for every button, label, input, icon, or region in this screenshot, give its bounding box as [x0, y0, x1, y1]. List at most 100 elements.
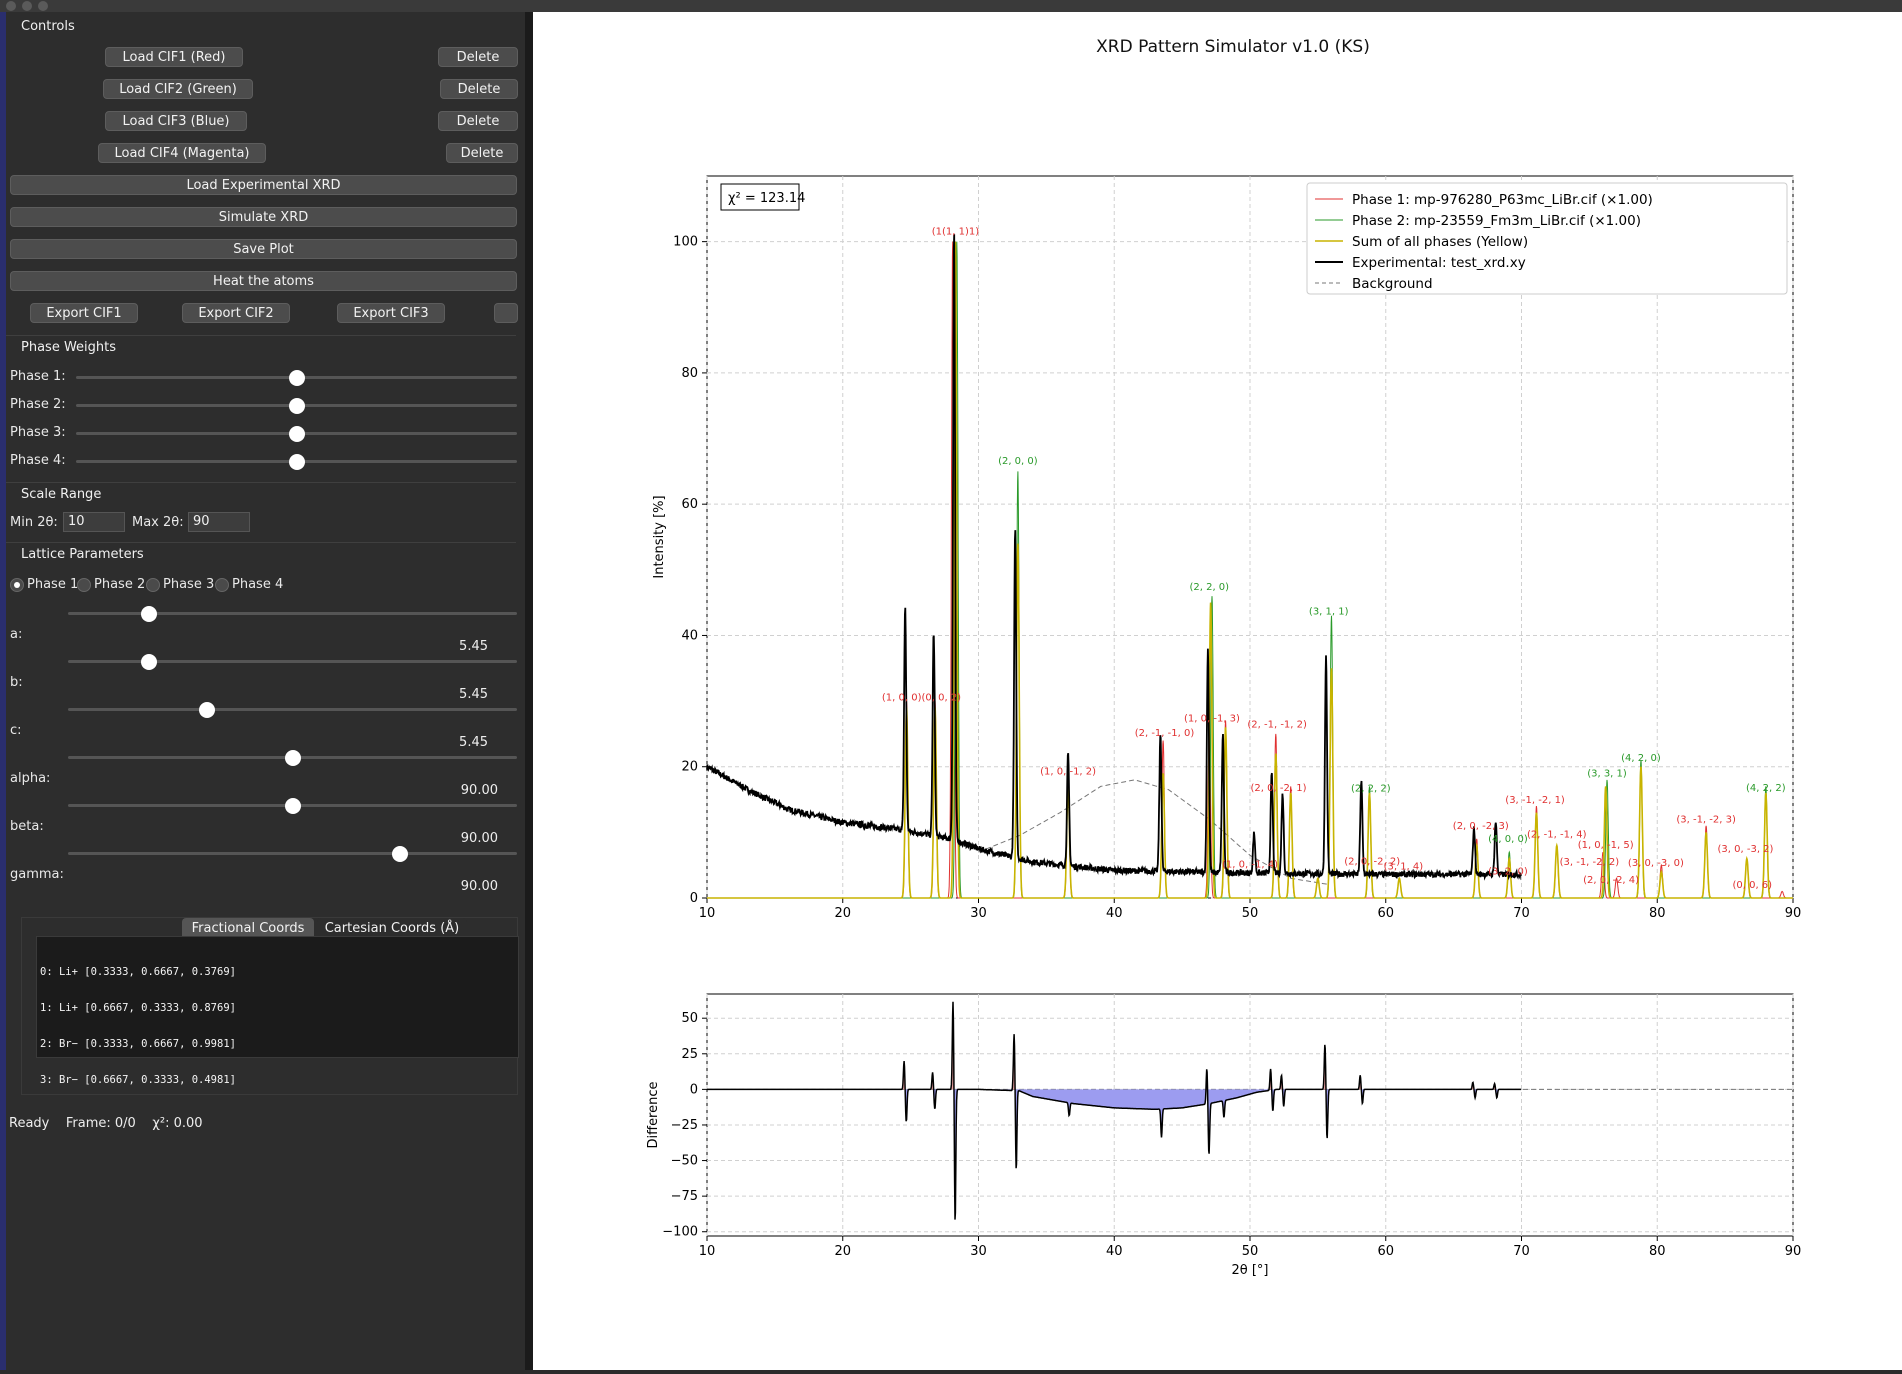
status-chi: χ²: 0.00 — [152, 1116, 203, 1131]
status-frame: Frame: 0/0 — [65, 1116, 136, 1131]
export-cif2-button[interactable]: Export CIF2 — [182, 303, 290, 323]
status-state: Ready — [9, 1116, 50, 1131]
slider-knob-icon[interactable] — [284, 749, 301, 766]
phase4-radio[interactable] — [215, 578, 229, 592]
export-cif1-button[interactable]: Export CIF1 — [30, 303, 138, 323]
lattice-alpha-label: alpha: — [10, 771, 51, 786]
simulate-xrd-button[interactable]: Simulate XRD — [10, 207, 517, 227]
phase3-weight-slider[interactable] — [76, 425, 517, 442]
x-tick-label: 80 — [1649, 906, 1666, 921]
load-cif3-button[interactable]: Load CIF3 (Blue) — [105, 111, 247, 131]
x-tick-label: 10 — [699, 906, 716, 921]
y-axis-label: Intensity [%] — [652, 495, 667, 578]
peak-label: (2, 2, 2) — [1351, 784, 1391, 795]
peak-label: (3, -1, -2, 2) — [1560, 857, 1620, 868]
peak-label: (3, 0, -3, 2) — [1718, 844, 1774, 855]
close-dot-icon[interactable] — [6, 1, 16, 11]
peak-label: (1(1, 1)1) — [932, 226, 980, 237]
lattice-alpha-value: 90.00 — [460, 783, 498, 798]
tab-fractional-coords[interactable]: Fractional Coords — [182, 918, 314, 940]
slider-knob-icon[interactable] — [288, 425, 305, 442]
legend-frame — [1306, 182, 1788, 295]
lattice-c-label: c: — [10, 723, 22, 738]
delete-cif1-button[interactable]: Delete — [438, 47, 518, 67]
phase3-radio[interactable] — [146, 578, 160, 592]
peak-label: (4, 0, 0) — [1488, 834, 1528, 845]
slider-knob-icon[interactable] — [288, 369, 305, 386]
heat-atoms-button[interactable]: Heat the atoms — [10, 271, 517, 291]
slider-knob-icon[interactable] — [288, 397, 305, 414]
x-tick-label: 40 — [1106, 906, 1123, 921]
phase1-radio[interactable] — [10, 578, 24, 592]
load-cif4-button[interactable]: Load CIF4 (Magenta) — [98, 143, 266, 163]
window-titlebar — [0, 0, 1902, 12]
background-curve — [978, 779, 1329, 885]
tab-cartesian-coords[interactable]: Cartesian Coords (Å) — [317, 918, 467, 940]
phase3-weight-label: Phase 3: — [10, 425, 66, 440]
peak-label: (3, 1, 1) — [1309, 606, 1349, 617]
x-tick-label: 70 — [1513, 906, 1530, 921]
peak-label: (1, 0, -1, 4) — [1222, 860, 1278, 871]
phase2-radio[interactable] — [77, 578, 91, 592]
min-2theta-label: Min 2θ: — [10, 515, 58, 530]
panel-splitter[interactable] — [525, 12, 533, 1370]
peak-label: (3, -1, -2, 3) — [1676, 814, 1736, 825]
load-experimental-xrd-button[interactable]: Load Experimental XRD — [10, 175, 517, 195]
peak-label: (4, 2, 0) — [1621, 753, 1661, 764]
peak-label: (1, 0, -1, 2) — [1040, 767, 1096, 778]
phase4-weight-slider[interactable] — [76, 453, 517, 470]
export-cif3-button[interactable]: Export CIF3 — [337, 303, 445, 323]
lattice-a-label: a: — [10, 627, 23, 642]
save-plot-button[interactable]: Save Plot — [10, 239, 517, 259]
lattice-gamma-value: 90.00 — [460, 879, 498, 894]
lattice-beta-slider[interactable] — [68, 797, 517, 814]
slider-knob-icon[interactable] — [199, 701, 216, 718]
difference-series — [707, 1001, 1522, 1220]
phase-weights-header: Phase Weights — [6, 335, 516, 359]
minimize-dot-icon[interactable] — [22, 1, 32, 11]
diff-x-tick-label: 80 — [1649, 1244, 1666, 1259]
load-cif1-button[interactable]: Load CIF1 (Red) — [105, 47, 243, 67]
diff-y-tick-label: −100 — [662, 1225, 698, 1240]
slider-knob-icon[interactable] — [392, 845, 409, 862]
load-cif2-button[interactable]: Load CIF2 (Green) — [103, 79, 253, 99]
slider-knob-icon[interactable] — [284, 797, 301, 814]
scale-range-header: Scale Range — [6, 482, 516, 506]
lattice-a-slider[interactable] — [68, 605, 517, 622]
lattice-alpha-slider[interactable] — [68, 749, 517, 766]
figure-title: XRD Pattern Simulator v1.0 (KS) — [1096, 37, 1370, 57]
atom-coordinates-list[interactable]: 0: Li+ [0.3333, 0.6667, 0.3769] 1: Li+ [… — [36, 936, 519, 1086]
lattice-c-slider[interactable] — [68, 701, 517, 718]
slider-knob-icon[interactable] — [288, 453, 305, 470]
phase1-weight-slider[interactable] — [76, 369, 517, 386]
y-tick-label: 40 — [681, 628, 698, 643]
lattice-b-slider[interactable] — [68, 653, 517, 670]
chi-box-text: χ² = 123.14 — [728, 191, 805, 206]
lattice-beta-label: beta: — [10, 819, 44, 834]
slider-knob-icon[interactable] — [140, 605, 157, 622]
legend-entry: Phase 1: mp-976280_P63mc_LiBr.cif (×1.00… — [1352, 192, 1653, 208]
diff-y-tick-label: −50 — [671, 1154, 698, 1169]
slider-knob-icon[interactable] — [140, 653, 157, 670]
delete-cif3-button[interactable]: Delete — [438, 111, 518, 131]
legend: Phase 1: mp-976280_P63mc_LiBr.cif (×1.00… — [1306, 182, 1788, 295]
diff-y-tick-label: 0 — [690, 1082, 698, 1097]
diff-x-tick-label: 70 — [1513, 1244, 1530, 1259]
max-2theta-input[interactable]: 90 — [188, 512, 250, 532]
peak-label: (1, 0, -1, 5) — [1578, 840, 1634, 851]
delete-cif2-button[interactable]: Delete — [440, 79, 518, 99]
x-tick-label: 20 — [834, 906, 851, 921]
lattice-beta-value: 90.00 — [460, 831, 498, 846]
controls-header: Controls — [21, 19, 75, 34]
peak-label: (4, 2, 2) — [1746, 783, 1786, 794]
lattice-gamma-slider[interactable] — [68, 845, 517, 862]
diff-x-tick-label: 50 — [1242, 1244, 1259, 1259]
x-tick-label: 60 — [1377, 906, 1394, 921]
phase2-weight-slider[interactable] — [76, 397, 517, 414]
peak-label: (3, 3, 1) — [1587, 769, 1627, 780]
export-cif4-button-clipped[interactable] — [494, 303, 518, 323]
min-2theta-input[interactable]: 10 — [63, 512, 125, 532]
maximize-dot-icon[interactable] — [38, 1, 48, 11]
delete-cif4-button[interactable]: Delete — [446, 143, 518, 163]
coords-frame: Fractional Coords Cartesian Coords (Å) — [21, 917, 518, 1095]
